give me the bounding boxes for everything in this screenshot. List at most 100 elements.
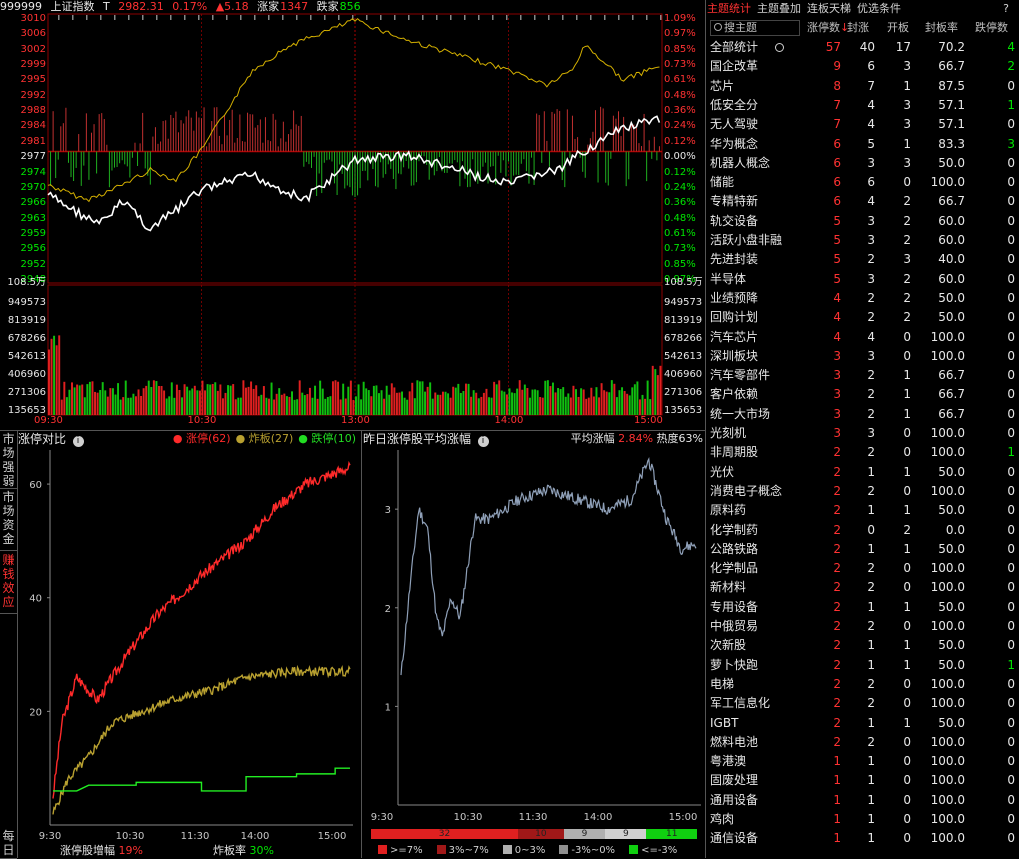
theme-row[interactable]: 公路铁路 2 1 1 50.0 0 xyxy=(707,540,1019,559)
theme-cell-dt: 0 xyxy=(1007,580,1015,595)
col-limit-down[interactable]: 跌停数 xyxy=(975,21,1008,34)
theme-row[interactable]: 汽车芯片 4 4 0 100.0 0 xyxy=(707,328,1019,347)
theme-row[interactable]: 活跃小盘非融 5 3 2 60.0 0 xyxy=(707,231,1019,250)
theme-row[interactable]: 通信设备 1 1 0 100.0 0 xyxy=(707,829,1019,848)
theme-cell-fz: 4 xyxy=(867,194,875,209)
theme-cell-kb: 1 xyxy=(903,638,911,653)
theme-cell-fbl: 100.0 xyxy=(930,483,965,498)
theme-cell-zt: 2 xyxy=(833,676,841,691)
theme-row[interactable]: 芯片 8 7 1 87.5 0 xyxy=(707,77,1019,96)
theme-row[interactable]: 业绩预降 4 2 2 50.0 0 xyxy=(707,289,1019,308)
theme-cell-kb: 1 xyxy=(903,464,911,479)
volume-tick-left: 813919 xyxy=(7,315,46,326)
theme-row[interactable]: 华为概念 6 5 1 83.3 3 xyxy=(707,135,1019,154)
index-name[interactable]: 上证指数 xyxy=(50,0,95,13)
theme-cell-fbl: 57.1 xyxy=(938,97,965,112)
theme-row[interactable]: 专精特新 6 4 2 66.7 0 xyxy=(707,192,1019,211)
theme-row[interactable]: 轨交设备 5 3 2 60.0 0 xyxy=(707,212,1019,231)
theme-cell-dt: 2 xyxy=(1007,59,1015,74)
theme-cell-fz: 1 xyxy=(867,657,875,672)
limit-compare-chart[interactable]: 60 40 20 9:30 10:30 11:30 14:00 15:00 xyxy=(18,448,360,843)
theme-row[interactable]: 化学制药 2 0 2 0.0 0 xyxy=(707,521,1019,540)
theme-cell-kb: 1 xyxy=(903,503,911,518)
theme-row[interactable]: 无人驾驶 7 4 3 57.1 0 xyxy=(707,115,1019,134)
theme-cell-dt: 0 xyxy=(1007,483,1015,498)
limit-increase-value: 19% xyxy=(118,844,143,857)
side-tab-2[interactable]: 赚钱效应 xyxy=(0,553,17,614)
theme-cell-zt: 3 xyxy=(833,426,841,440)
theme-row[interactable]: 先进封装 5 2 3 40.0 0 xyxy=(707,250,1019,269)
yesterday-limit-chart[interactable]: 3 2 1 9:30 10:30 11:30 14:00 15:00 xyxy=(363,448,705,828)
theme-row[interactable]: 客户依赖 3 2 1 66.7 0 xyxy=(707,385,1019,404)
theme-row[interactable]: 固废处理 1 1 0 100.0 0 xyxy=(707,771,1019,790)
info-icon[interactable]: i xyxy=(72,436,84,447)
theme-cell-fbl: 100.0 xyxy=(930,445,965,460)
price-tick-left: 2952 xyxy=(20,258,46,270)
theme-row[interactable]: 粤港澳 1 1 0 100.0 0 xyxy=(707,752,1019,771)
col-seal-rate[interactable]: 封板率 xyxy=(925,21,958,34)
theme-cell-kb: 0 xyxy=(903,773,911,788)
side-tab-1[interactable]: 市场资金 xyxy=(0,490,17,551)
theme-row[interactable]: 半导体 5 3 2 60.0 0 xyxy=(707,270,1019,289)
theme-row[interactable]: 全部统计 57 40 17 70.2 4 xyxy=(707,38,1019,57)
theme-tab-0[interactable]: 主题统计 xyxy=(707,2,751,15)
theme-tab-3[interactable]: 优选条件 xyxy=(857,2,901,15)
theme-row[interactable]: 光刻机 3 3 0 100.0 0 xyxy=(707,424,1019,443)
theme-row[interactable]: IGBT 2 1 1 50.0 0 xyxy=(707,714,1019,733)
theme-row[interactable]: 非周期股 2 2 0 100.0 1 xyxy=(707,443,1019,462)
theme-row[interactable]: 汽车零部件 3 2 1 66.7 0 xyxy=(707,366,1019,385)
theme-cell-fbl: 66.7 xyxy=(938,387,965,402)
theme-row[interactable]: 电梯 2 2 0 100.0 0 xyxy=(707,675,1019,694)
theme-tab-4[interactable]: ? xyxy=(1003,2,1009,15)
theme-cell-dt: 0 xyxy=(1007,696,1015,711)
side-tab-3[interactable]: 每日 xyxy=(0,829,17,859)
theme-search-box[interactable]: 搜主题 xyxy=(710,20,800,36)
theme-cell-fz: 2 xyxy=(867,696,875,711)
theme-row[interactable]: 储能 6 6 0 100.0 0 xyxy=(707,173,1019,192)
col-opened[interactable]: 开板 xyxy=(887,21,909,34)
theme-row[interactable]: 军工信息化 2 2 0 100.0 0 xyxy=(707,694,1019,713)
theme-row[interactable]: 光伏 2 1 1 50.0 0 xyxy=(707,463,1019,482)
theme-row[interactable]: 深圳板块 3 3 0 100.0 0 xyxy=(707,347,1019,366)
theme-row[interactable]: 回购计划 4 2 2 50.0 0 xyxy=(707,308,1019,327)
distribution-legend-item: <=-3% xyxy=(629,845,677,856)
theme-row[interactable]: 专用设备 2 1 1 50.0 0 xyxy=(707,598,1019,617)
price-tick-left: 2966 xyxy=(20,197,46,209)
theme-cell-name: 深圳板块 xyxy=(710,348,759,363)
theme-row[interactable]: 统一大市场 3 2 1 66.7 0 xyxy=(707,405,1019,424)
side-tab-0[interactable]: 市场强弱 xyxy=(0,432,17,489)
theme-row[interactable]: 消费电子概念 2 2 0 100.0 0 xyxy=(707,482,1019,501)
theme-cell-kb: 3 xyxy=(903,155,911,170)
theme-row[interactable]: 次新股 2 1 1 50.0 0 xyxy=(707,636,1019,655)
theme-cell-fbl: 100.0 xyxy=(930,676,965,691)
col-limit-up[interactable]: 涨停数↓ xyxy=(807,21,850,34)
theme-cell-dt: 1 xyxy=(1007,445,1015,460)
intraday-chart[interactable] xyxy=(0,0,707,430)
theme-cell-fbl: 100.0 xyxy=(930,773,965,788)
theme-row[interactable]: 国企改革 9 6 3 66.7 2 xyxy=(707,57,1019,76)
theme-cell-fbl: 100.0 xyxy=(930,619,965,633)
info-icon[interactable]: i xyxy=(477,436,489,447)
theme-row[interactable]: 鸡肉 1 1 0 100.0 0 xyxy=(707,810,1019,829)
theme-cell-fbl: 66.7 xyxy=(938,368,965,383)
refresh-icon[interactable] xyxy=(775,43,784,52)
volume-tick-left: 135653 xyxy=(7,405,46,416)
theme-row[interactable]: 原料药 2 1 1 50.0 0 xyxy=(707,501,1019,520)
theme-row[interactable]: 燃料电池 2 2 0 100.0 0 xyxy=(707,733,1019,752)
theme-tab-2[interactable]: 连板天梯 xyxy=(807,2,851,15)
theme-row[interactable]: 通用设备 1 1 0 100.0 0 xyxy=(707,791,1019,810)
col-sealed[interactable]: 封涨 xyxy=(847,21,869,34)
theme-row[interactable]: 新材料 2 2 0 100.0 0 xyxy=(707,578,1019,597)
theme-row[interactable]: 中俄贸易 2 2 0 100.0 0 xyxy=(707,617,1019,636)
theme-row[interactable]: 低安全分 7 4 3 57.1 1 xyxy=(707,96,1019,115)
theme-cell-fz: 0 xyxy=(867,522,875,537)
theme-row[interactable]: 萝卜快跑 2 1 1 50.0 1 xyxy=(707,656,1019,675)
theme-cell-kb: 2 xyxy=(903,310,911,325)
theme-tab-1[interactable]: 主题叠加 xyxy=(757,2,801,15)
theme-row[interactable]: 机器人概念 6 3 3 50.0 0 xyxy=(707,154,1019,173)
theme-cell-fz: 2 xyxy=(867,580,875,595)
x-tick: 10:30 xyxy=(116,831,145,842)
theme-row[interactable]: 化学制品 2 2 0 100.0 0 xyxy=(707,559,1019,578)
theme-cell-fbl: 100.0 xyxy=(930,175,965,190)
pct-tick-right: 0.85% xyxy=(664,258,696,270)
